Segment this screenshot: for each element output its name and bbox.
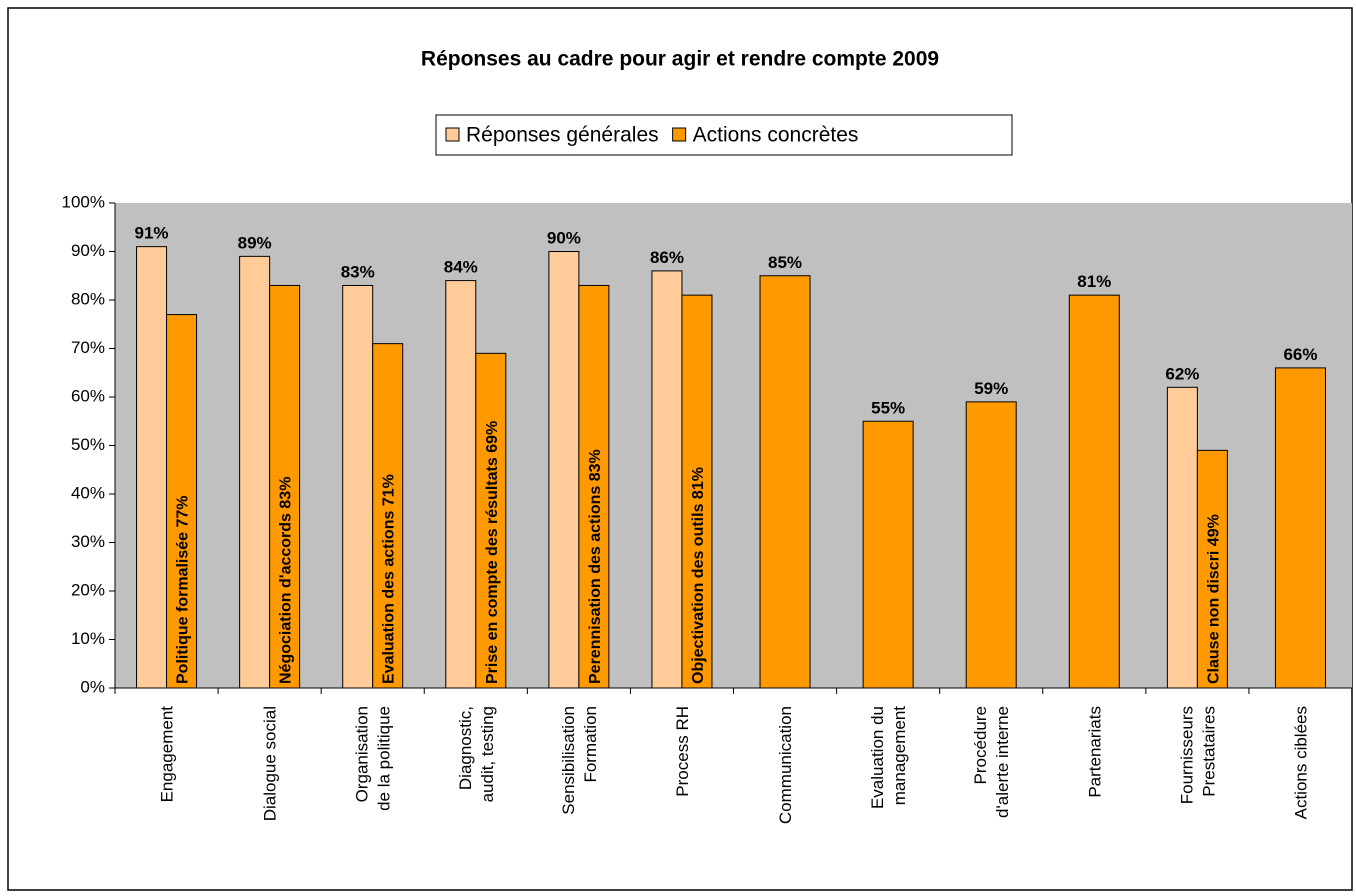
- x-tick-label: Sensibilisation Formation: [559, 706, 600, 815]
- y-tick-label: 0%: [80, 677, 105, 696]
- y-tick-label: 60%: [71, 386, 105, 405]
- x-tick-label: Organisation de la politique: [353, 706, 394, 811]
- y-tick-label: 80%: [71, 289, 105, 308]
- bar: [239, 255, 271, 689]
- x-tick-label: Dialogue social: [261, 706, 280, 821]
- bar: [965, 401, 1017, 689]
- y-tick-label: 10%: [71, 629, 105, 648]
- y-tick-label: 70%: [71, 338, 105, 357]
- bar: [1068, 294, 1120, 689]
- value-label: 90%: [547, 229, 581, 248]
- x-tick-label: Fournisseurs Prestataires: [1177, 706, 1218, 804]
- bar: [1196, 449, 1228, 689]
- x-tick-label: Evaluation du management: [868, 706, 909, 809]
- plot-area: [115, 203, 1352, 688]
- legend-box: [435, 114, 1013, 156]
- x-tick-label: Diagnostic, audit, testing: [456, 706, 497, 802]
- y-tick-label: 100%: [62, 192, 105, 211]
- bar: [759, 275, 811, 689]
- x-tick-label: Communication: [776, 706, 795, 824]
- bar: [166, 314, 198, 689]
- value-label: Politique formalisée 77%: [175, 495, 192, 684]
- bar: [445, 280, 477, 689]
- value-label: 81%: [1077, 272, 1111, 291]
- y-tick-label: 30%: [71, 532, 105, 551]
- x-tick-label: Procédure d'alerte interne: [971, 706, 1012, 818]
- value-label: Objectivation des outils 81%: [690, 467, 707, 684]
- bar: [342, 284, 374, 689]
- y-tick-label: 40%: [71, 483, 105, 502]
- value-label: 59%: [974, 379, 1008, 398]
- x-tick-label: Partenariats: [1085, 706, 1104, 798]
- bar: [1166, 386, 1198, 689]
- bar: [548, 251, 580, 689]
- bar: [1274, 367, 1326, 689]
- y-tick-label: 90%: [71, 241, 105, 260]
- value-label: Perennisation des actions 83%: [587, 449, 604, 684]
- x-tick-label: Process RH: [673, 706, 692, 797]
- legend-swatch: [672, 127, 687, 142]
- value-label: Négociation d'accords 83%: [278, 477, 295, 684]
- bar: [862, 420, 914, 689]
- x-tick-label: Engagement: [158, 706, 177, 803]
- y-tick-label: 20%: [71, 580, 105, 599]
- bar: [681, 294, 713, 689]
- value-label: 83%: [341, 262, 375, 281]
- x-tick-label: Actions ciblées: [1291, 706, 1310, 819]
- value-label: 55%: [871, 398, 905, 417]
- legend-label: Actions concrètes: [693, 124, 859, 147]
- value-label: Clause non discri 49%: [1205, 514, 1222, 684]
- value-label: 66%: [1283, 345, 1317, 364]
- bar: [475, 352, 507, 689]
- bar: [136, 246, 168, 689]
- value-label: Evaluation des actions 71%: [381, 474, 398, 684]
- legend-swatch: [445, 127, 460, 142]
- value-label: 89%: [238, 233, 272, 252]
- bar: [578, 284, 610, 689]
- bar: [269, 284, 301, 689]
- bar: [372, 343, 404, 689]
- y-tick-label: 50%: [71, 435, 105, 454]
- value-label: 85%: [768, 253, 802, 272]
- legend-label: Réponses générales: [466, 124, 659, 147]
- value-label: Prise en compte des résultats 69%: [484, 421, 501, 684]
- legend: Réponses générales Actions concrètes: [435, 114, 1013, 156]
- bar: [651, 270, 683, 689]
- value-label: 62%: [1165, 364, 1199, 383]
- value-label: 86%: [650, 248, 684, 267]
- value-label: 91%: [135, 224, 169, 243]
- chart-title: Réponses au cadre pour agir et rendre co…: [421, 48, 939, 71]
- value-label: 84%: [444, 258, 478, 277]
